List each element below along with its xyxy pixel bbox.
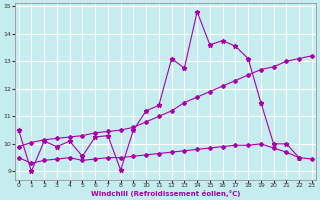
X-axis label: Windchill (Refroidissement éolien,°C): Windchill (Refroidissement éolien,°C)	[91, 190, 240, 197]
